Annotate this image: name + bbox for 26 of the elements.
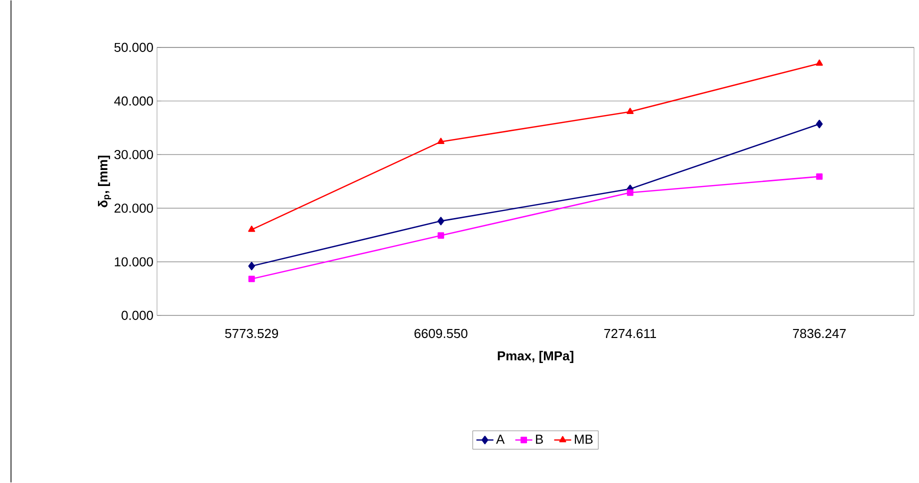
x-tick-label: 6609.550 [414, 329, 468, 338]
point [248, 262, 255, 270]
point [438, 232, 444, 239]
y-tick-label: 50.000 [114, 42, 153, 52]
x-tick-label: 5773.529 [225, 329, 278, 338]
legend-label: A [496, 434, 505, 444]
point [816, 120, 823, 128]
point [437, 138, 444, 144]
x-tick-label: 7836.247 [793, 329, 846, 338]
y-tick-label: 20.000 [114, 204, 153, 213]
y-tick-label: 10.000 [114, 257, 153, 266]
point [438, 216, 444, 226]
point [248, 226, 256, 232]
x-axis-title: Pmax, [MPa] [498, 351, 574, 364]
legend-label: MB [574, 434, 593, 444]
y-tick-label: 30.000 [114, 150, 153, 160]
y-tick-label: 0.000 [122, 310, 153, 320]
point [816, 60, 823, 66]
y-tick-label: 40.000 [114, 96, 153, 106]
x-tick-label: 7274.611 [604, 329, 656, 338]
point [816, 173, 823, 180]
point [626, 190, 634, 196]
legend-label: B [536, 434, 543, 444]
point [626, 108, 634, 114]
point [248, 276, 255, 282]
y-axis-title: δ$_{p}$, [mm] [98, 156, 112, 208]
